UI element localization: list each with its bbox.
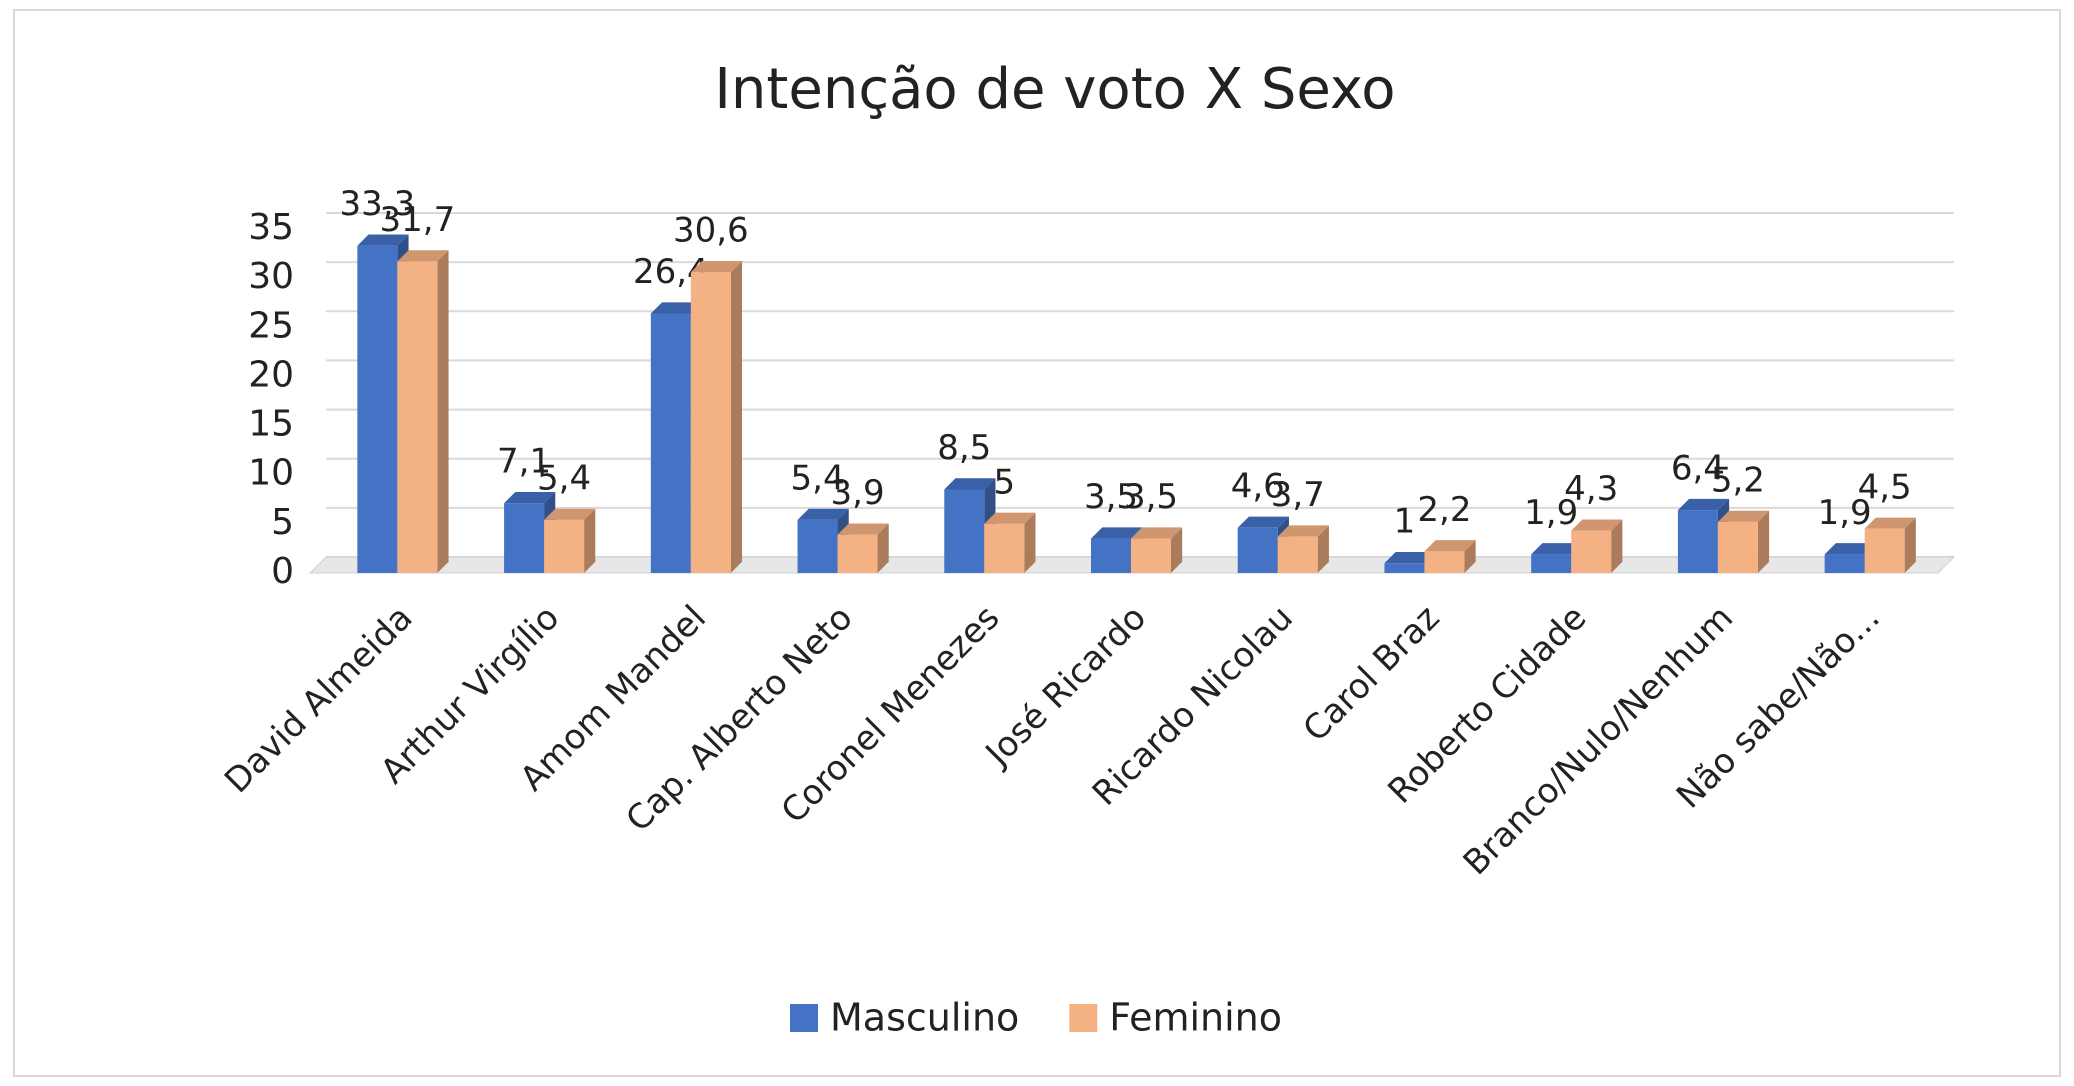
y-tick-label: 25 bbox=[248, 305, 294, 346]
data-label: 3,5 bbox=[1124, 477, 1178, 517]
bar-top bbox=[397, 250, 449, 262]
bar-top bbox=[690, 261, 743, 273]
bar bbox=[944, 489, 985, 573]
data-label: 31,7 bbox=[380, 200, 456, 240]
bar bbox=[1531, 554, 1572, 573]
bar bbox=[1824, 554, 1865, 573]
data-label: 7,1 bbox=[497, 442, 551, 482]
bar bbox=[984, 523, 1025, 573]
y-tick-label: 30 bbox=[248, 256, 294, 297]
bar bbox=[357, 245, 398, 574]
bar-side bbox=[437, 250, 449, 573]
data-label: 1 bbox=[1394, 502, 1416, 542]
bar-top bbox=[544, 508, 596, 520]
bar-side bbox=[1317, 525, 1329, 573]
bar bbox=[1677, 510, 1718, 573]
data-label: 8,5 bbox=[937, 428, 991, 468]
chart-title: Intenção de voto X Sexo bbox=[714, 57, 1395, 122]
bar-side bbox=[1171, 527, 1183, 573]
bar bbox=[1571, 530, 1612, 573]
bar bbox=[504, 503, 545, 573]
bar bbox=[837, 534, 878, 573]
data-label: 1,9 bbox=[1818, 493, 1872, 533]
data-label: 5,4 bbox=[537, 458, 591, 498]
bar-top bbox=[1531, 543, 1583, 555]
data-label: 3,7 bbox=[1271, 475, 1325, 515]
bar-top bbox=[1717, 510, 1770, 522]
legend-swatch bbox=[790, 1004, 818, 1032]
bar-top bbox=[1237, 516, 1289, 528]
bar-top bbox=[1824, 543, 1876, 555]
bar bbox=[650, 313, 691, 573]
data-label: 2,2 bbox=[1417, 490, 1471, 530]
bar-top bbox=[1677, 498, 1730, 511]
bar-top bbox=[357, 234, 409, 246]
bar-side bbox=[730, 261, 743, 573]
data-label: 33,3 bbox=[340, 184, 416, 224]
bar bbox=[1864, 528, 1905, 573]
bar-side bbox=[1904, 517, 1916, 573]
bar bbox=[1277, 536, 1318, 573]
legend-label: Feminino bbox=[1109, 996, 1282, 1040]
bar bbox=[1091, 538, 1131, 573]
bar-top bbox=[944, 478, 996, 490]
bar-top bbox=[1864, 517, 1916, 529]
bar-side bbox=[1464, 540, 1476, 573]
y-tick-label: 10 bbox=[248, 453, 294, 494]
bar-top bbox=[650, 302, 703, 314]
y-tick-label: 15 bbox=[248, 404, 294, 445]
bar-side bbox=[584, 508, 596, 573]
legend-swatch bbox=[1069, 1004, 1098, 1032]
y-tick-label: 5 bbox=[271, 502, 294, 543]
bar-top bbox=[1091, 527, 1143, 539]
data-label: 3,5 bbox=[1084, 477, 1138, 517]
bar bbox=[690, 272, 731, 573]
y-tick-label: 35 bbox=[248, 207, 294, 248]
bar bbox=[1424, 551, 1465, 573]
data-label: 6,4 bbox=[1671, 449, 1725, 489]
bar-top bbox=[1424, 540, 1476, 552]
data-label: 1,9 bbox=[1524, 493, 1578, 533]
bar bbox=[1131, 538, 1171, 573]
y-tick-label: 0 bbox=[271, 551, 294, 592]
bar bbox=[397, 261, 438, 573]
data-label: 5,2 bbox=[1711, 460, 1765, 500]
bar bbox=[1384, 563, 1425, 573]
bar-top bbox=[1131, 527, 1183, 539]
bar bbox=[544, 519, 585, 573]
bar-side bbox=[1611, 519, 1623, 573]
data-label: 4,5 bbox=[1858, 467, 1912, 507]
data-label: 4,3 bbox=[1564, 469, 1618, 509]
data-label: 3,9 bbox=[831, 473, 885, 513]
bar-top bbox=[837, 523, 889, 535]
bar bbox=[1237, 527, 1278, 573]
bar-side bbox=[1024, 512, 1036, 573]
bar-side bbox=[1757, 510, 1770, 573]
y-tick-label: 20 bbox=[248, 354, 294, 395]
bar-top bbox=[984, 512, 1036, 524]
bar-top bbox=[1384, 551, 1436, 564]
bar-top bbox=[1571, 519, 1623, 531]
bar-top bbox=[797, 508, 849, 520]
bar bbox=[1717, 521, 1758, 573]
data-label: 4,6 bbox=[1231, 466, 1285, 506]
bar bbox=[797, 519, 838, 573]
data-label: 5 bbox=[993, 462, 1015, 502]
data-label: 5,4 bbox=[791, 458, 845, 498]
bar-top bbox=[1277, 525, 1329, 537]
data-label: 30,6 bbox=[673, 211, 749, 251]
bar-top bbox=[504, 492, 556, 504]
bar-side bbox=[877, 523, 889, 573]
legend-label: Masculino bbox=[830, 996, 1019, 1040]
